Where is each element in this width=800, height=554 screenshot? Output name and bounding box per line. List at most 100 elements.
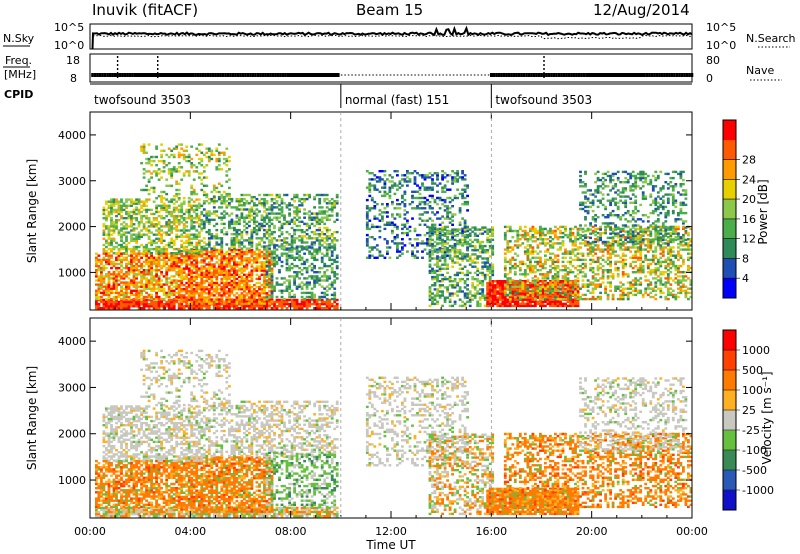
power-cell: [182, 259, 186, 262]
power-cell: [238, 294, 241, 297]
power-cell: [293, 279, 296, 282]
power-cell: [373, 207, 377, 210]
power-cell: [488, 300, 492, 303]
power-cell: [167, 206, 171, 209]
power-cell: [448, 300, 452, 303]
power-cell: [107, 227, 111, 230]
power-cell: [180, 298, 184, 301]
power-cell: [483, 275, 487, 279]
power-cell: [152, 241, 156, 245]
power-cell: [313, 230, 316, 234]
power-cell: [177, 279, 181, 283]
power-cell: [155, 279, 158, 282]
power-cell: [100, 260, 103, 264]
power-cell: [190, 261, 194, 264]
power-cell: [120, 297, 123, 301]
power-cell: [243, 269, 246, 272]
power-cell: [127, 269, 131, 272]
power-cell: [152, 200, 156, 203]
power-cell: [228, 255, 231, 258]
power-cell: [140, 283, 143, 286]
power-cell: [250, 237, 254, 240]
power-cell: [493, 298, 497, 301]
power-cell: [150, 283, 153, 286]
power-cell: [310, 216, 314, 219]
power-cell: [483, 251, 487, 254]
power-cell: [185, 225, 189, 228]
power-cell: [95, 305, 98, 308]
power-cell: [155, 206, 158, 209]
power-cell: [290, 289, 294, 292]
power-cell: [368, 219, 372, 222]
power-cell: [481, 282, 485, 285]
power-cell: [197, 198, 201, 201]
power-cell: [383, 194, 387, 198]
power-cell: [453, 261, 457, 264]
power-cell: [335, 298, 339, 302]
power-cell: [328, 214, 332, 217]
power-cell: [222, 290, 226, 293]
power-cell: [217, 292, 221, 295]
power-cell: [100, 279, 103, 282]
power-cell: [481, 290, 485, 293]
power-cell: [476, 273, 480, 277]
power-cell: [132, 266, 136, 270]
power-cell: [270, 254, 274, 257]
power-cell: [145, 227, 148, 230]
power-cell: [132, 247, 136, 251]
power-cell: [478, 244, 482, 248]
power-cell: [100, 273, 103, 276]
power-cell: [105, 254, 108, 257]
power-cell: [403, 198, 407, 202]
power-cell: [200, 151, 204, 154]
power-cell: [112, 281, 116, 284]
power-cell: [451, 265, 454, 268]
power-cell: [468, 232, 472, 235]
power-cell: [107, 231, 111, 234]
power-cell: [172, 198, 176, 201]
power-cell: [285, 222, 289, 226]
power-cell: [381, 186, 384, 189]
power-cell: [170, 254, 174, 257]
power-cell: [255, 220, 259, 223]
power-cell: [463, 286, 467, 289]
power-cell: [117, 283, 121, 286]
power-cell: [310, 241, 314, 244]
power-cell: [200, 229, 204, 232]
power-cell: [180, 300, 184, 303]
power-cell: [280, 206, 284, 209]
power-cell: [187, 237, 191, 240]
power-cell: [433, 296, 437, 299]
power-cell: [333, 202, 337, 205]
power-cell: [300, 273, 304, 276]
power-cell: [240, 302, 244, 305]
power-cell: [491, 265, 495, 268]
power-cell: [486, 267, 490, 270]
power-cell: [428, 288, 432, 291]
power-cell: [298, 285, 301, 288]
power-cell: [288, 208, 291, 211]
power-cell: [330, 246, 334, 249]
power-cell: [190, 281, 194, 285]
power-cell: [451, 223, 454, 226]
power-cell: [381, 211, 384, 214]
power-cell: [228, 195, 231, 198]
power-cell: [150, 287, 153, 290]
power-cell: [225, 233, 229, 236]
power-cell: [202, 271, 206, 274]
power-cell: [105, 227, 108, 230]
power-cell: [250, 197, 254, 201]
power-cell: [212, 188, 216, 192]
power-cell: [488, 263, 492, 266]
power-cell: [205, 285, 209, 289]
power-cell: [195, 166, 199, 169]
power-cell: [240, 252, 244, 256]
power-cell: [192, 300, 196, 304]
power-cell: [433, 282, 437, 285]
power-cell: [298, 235, 301, 238]
power-cell: [185, 302, 189, 305]
power-cell: [486, 238, 490, 242]
power-cell: [313, 271, 316, 274]
power-cell: [255, 228, 259, 232]
power-cell: [378, 180, 382, 183]
